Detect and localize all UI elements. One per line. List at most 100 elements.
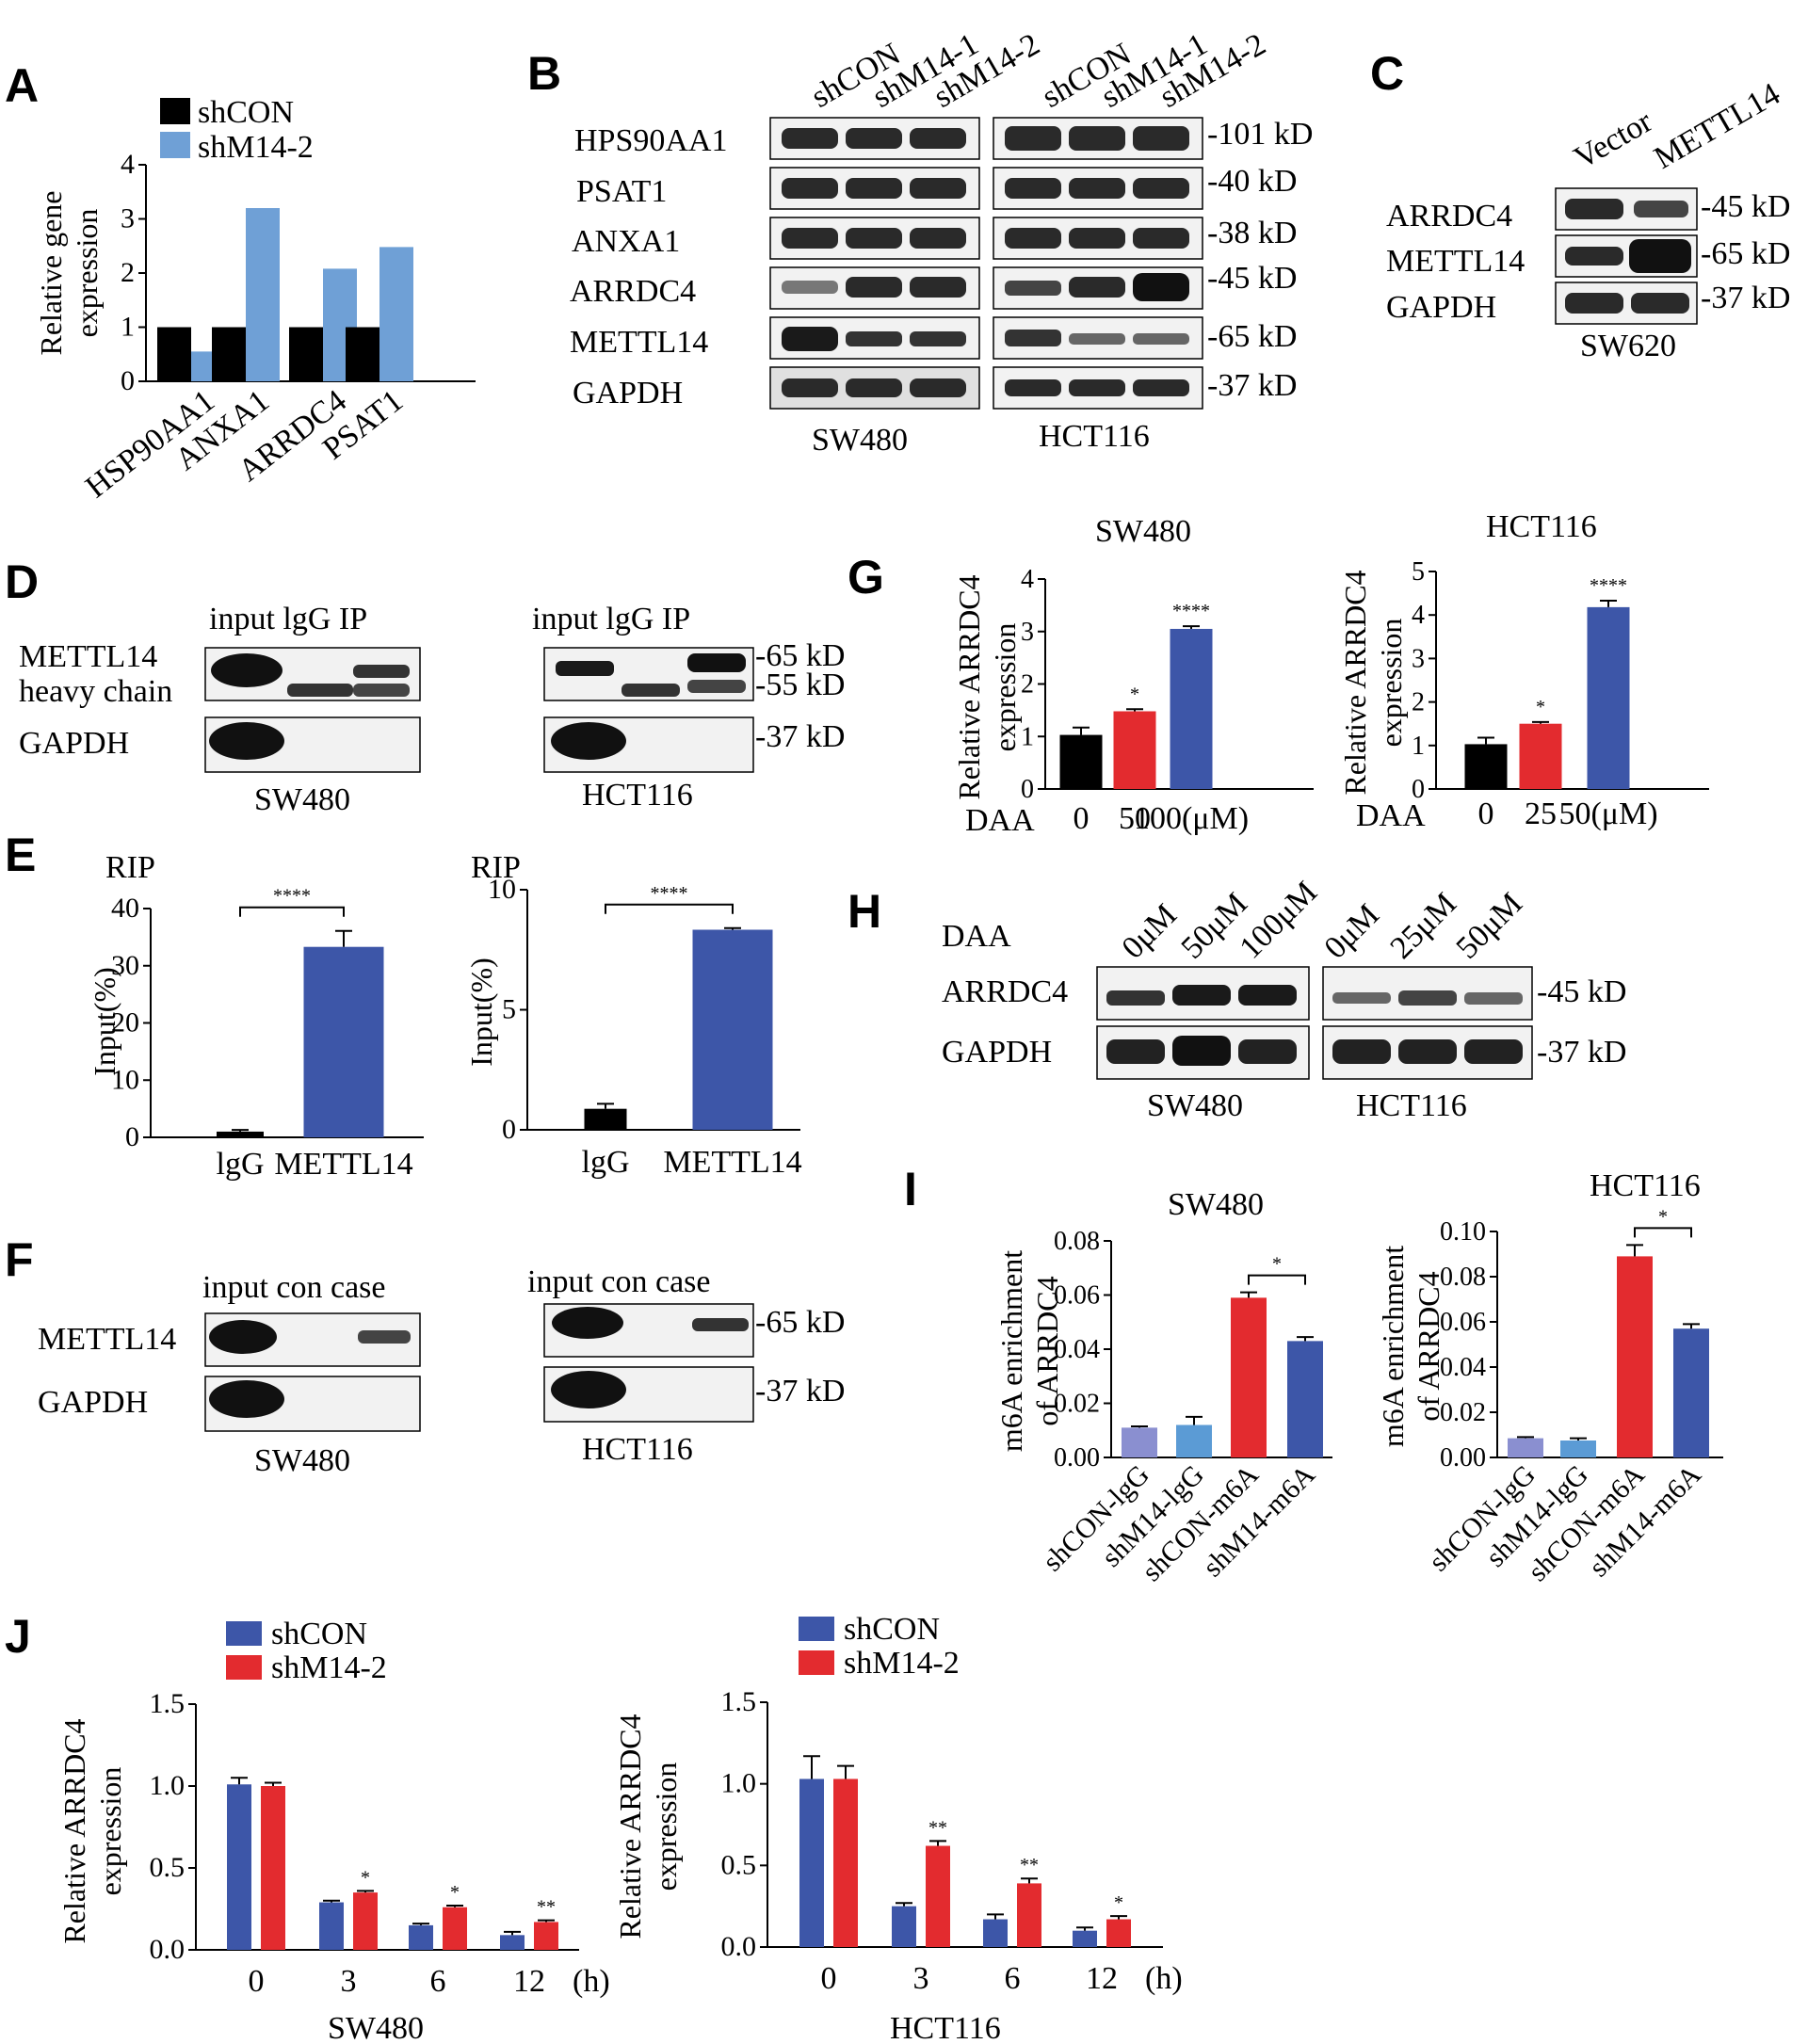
chart-e1-bar	[303, 946, 384, 1137]
chart-j2-bar	[799, 1778, 824, 1947]
chart-a-y-label: Relative geneexpression	[34, 190, 104, 355]
chart-j2-bar	[1017, 1883, 1041, 1947]
chart-g1-y-label: Relative ARRDC4expression	[952, 574, 1022, 799]
chart-j2-bar	[892, 1906, 916, 1947]
chart-e2-bar	[584, 1108, 627, 1130]
chart-a-bar	[246, 208, 280, 381]
chart-j2-legend-swatch	[799, 1617, 834, 1641]
chart-i1-y-label: m6A enrichmentof ARRDC4	[994, 1250, 1064, 1452]
lane-label: METTL14	[1649, 76, 1786, 176]
chart-j1-bar	[443, 1907, 467, 1950]
chart-i1-bar	[1287, 1341, 1323, 1457]
row-label: METTL14	[19, 639, 157, 674]
chart-i2-y-label: m6A enrichmentof ARRDC4	[1376, 1246, 1445, 1447]
chart-i1-bar	[1122, 1427, 1157, 1457]
cell-label: SW480	[1147, 1088, 1243, 1123]
chart-i2-title: HCT116	[1590, 1168, 1701, 1203]
lane-label: 50μM	[1174, 886, 1253, 965]
chart-j1-y-tick-label: 0.0	[150, 1934, 186, 1965]
chart-j1-category-label: 6	[430, 1964, 446, 1999]
chart-j1-legend-swatch	[226, 1655, 262, 1680]
chart-j1-legend-label: shM14-2	[271, 1650, 387, 1685]
chart-a-y-tick-label: 3	[121, 203, 135, 234]
chart-g1-bar	[1059, 734, 1103, 789]
size-label: -45 kD	[1701, 189, 1790, 224]
chart-j2-bar	[1106, 1919, 1131, 1947]
chart-i2-bar	[1617, 1256, 1653, 1457]
chart-j2-y-tick-label: 0.0	[721, 1931, 757, 1962]
row-label: HPS90AA1	[574, 123, 727, 158]
chart-i2-y-tick-label: 0.06	[1440, 1308, 1486, 1337]
size-label: -37 kD	[1537, 1035, 1626, 1070]
chart-g2-y-tick-label: 5	[1412, 557, 1425, 587]
chart-i1-y-tick-label: 0.02	[1054, 1390, 1100, 1419]
size-label: -37 kD	[755, 1374, 845, 1408]
chart-e2-bar	[692, 929, 773, 1130]
chart-j2-x-unit: (h)	[1145, 1961, 1183, 1996]
cell-label: SW620	[1580, 329, 1676, 363]
chart-i1-significance-bracket	[1248, 1274, 1306, 1285]
chart-a-bar	[157, 327, 191, 381]
chart-j1-bar	[227, 1784, 251, 1950]
panel-label-d: D	[5, 555, 39, 608]
chart-e1-significance: ****	[273, 886, 311, 907]
chart-g1-significance: ****	[1172, 601, 1210, 621]
cell-label: SW480	[812, 423, 908, 458]
chart-a-bar	[212, 327, 246, 381]
chart-j2-bar	[833, 1778, 858, 1947]
chart-j2-bar	[983, 1919, 1008, 1947]
chart-a-bar	[346, 327, 379, 381]
chart-j2-y-tick-label: 0.5	[721, 1849, 757, 1880]
chart-j1-bar	[534, 1922, 558, 1950]
chart-i1-y-tick-label: 0.06	[1054, 1281, 1100, 1311]
chart-e2-y-label: Input(%)	[464, 958, 498, 1067]
blot-h: DAA 0μM 50μM 100μM 0μM 25μM 50μM ARRDC4 …	[942, 875, 1626, 1123]
panel-label-j: J	[5, 1610, 31, 1663]
chart-g2-y-tick-label: 2	[1412, 688, 1425, 717]
chart-i2-bar	[1560, 1440, 1596, 1457]
size-label: -37 kD	[755, 719, 845, 754]
chart-g2-significance: *	[1536, 697, 1545, 717]
row-label: ANXA1	[572, 224, 680, 259]
panel-label-h: H	[848, 885, 881, 938]
row-label: GAPDH	[38, 1385, 148, 1420]
blot-d: input lgG IP input lgG IP METTL14 heavy …	[19, 602, 845, 817]
chart-j2-category-label: 12	[1086, 1961, 1118, 1996]
panel-label-i: I	[904, 1163, 917, 1215]
chart-i2-significance: *	[1658, 1206, 1668, 1227]
chart-j2-category-label: 3	[913, 1961, 929, 1996]
chart-i1-bar	[1176, 1424, 1212, 1457]
chart-e2-y-tick-label: 10	[488, 874, 516, 905]
chart-j1-significance: *	[361, 1867, 370, 1888]
lane-label: input lgG IP	[532, 602, 690, 636]
chart-e1-y-label: Input(%)	[88, 967, 121, 1076]
cell-label: HCT116	[582, 1432, 693, 1467]
chart-j1-y-label: Relative ARRDC4expression	[57, 1718, 127, 1943]
chart-i2-y-tick-label: 0.10	[1440, 1217, 1486, 1247]
chart-i2-y-tick-label: 0.00	[1440, 1443, 1486, 1473]
chart-g2-y-tick-label: 4	[1412, 601, 1425, 630]
size-label: -37 kD	[1207, 368, 1297, 403]
cell-label: HCT116	[1039, 419, 1150, 454]
chart-j1-category-label: 12	[513, 1964, 545, 1999]
chart-g1-bar	[1170, 628, 1213, 789]
chart-g2-y-tick-label: 3	[1412, 644, 1425, 673]
treatment-label: DAA	[942, 919, 1011, 954]
chart-e1-y-tick-label: 30	[111, 950, 139, 981]
chart-a-bar	[289, 327, 323, 381]
chart-g2-y-tick-label: 1	[1412, 732, 1425, 761]
chart-e1-y-tick-label: 20	[111, 1007, 139, 1038]
blot-c: Vector METTL14 ARRDC4 METTL14 GAPDH -45 …	[1386, 76, 1790, 363]
chart-g1-y-tick-label: 2	[1021, 670, 1034, 700]
row-label: GAPDH	[942, 1035, 1052, 1070]
size-label: -65 kD	[755, 638, 845, 673]
panel-label-a: A	[5, 59, 39, 112]
chart-e2-category-label: METTL14	[663, 1145, 801, 1180]
chart-g2-bar	[1519, 723, 1562, 789]
size-label: -40 kD	[1207, 164, 1297, 199]
chart-i2-y-tick-label: 0.04	[1440, 1353, 1486, 1382]
chart-i2-significance-bracket	[1634, 1227, 1692, 1238]
blot-f: input con case input con case METTL14 GA…	[38, 1264, 845, 1478]
chart-g2-significance: ****	[1590, 575, 1627, 596]
chart-g2-title: HCT116	[1486, 509, 1597, 544]
